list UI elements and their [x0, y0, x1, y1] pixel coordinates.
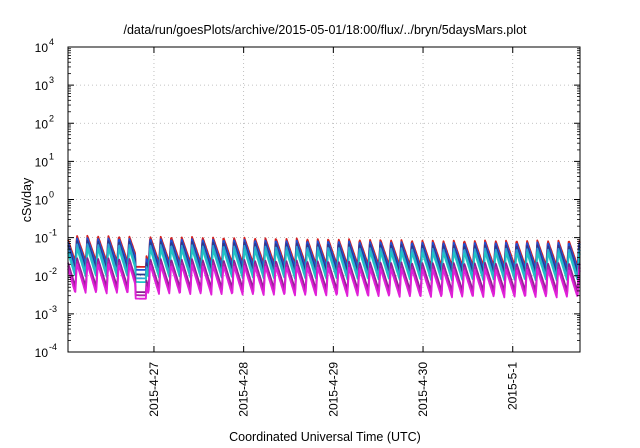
- x-tick-label: 2015-4-28: [237, 362, 251, 417]
- x-tick-label: 2015-5-1: [506, 362, 520, 410]
- grid: [68, 47, 580, 352]
- y-tick-exponent: -2: [49, 266, 57, 276]
- y-tick-label: 10: [35, 155, 49, 169]
- y-tick-label: 10: [35, 346, 49, 360]
- y-tick-label: 10: [35, 41, 49, 55]
- y-tick-label: 10: [35, 308, 49, 322]
- y-tick-exponent: -3: [49, 304, 57, 314]
- y-tick-label: 10: [35, 79, 49, 93]
- x-tick-label: 2015-4-30: [416, 362, 430, 417]
- chart-title: /data/run/goesPlots/archive/2015-05-01/1…: [123, 23, 527, 37]
- y-tick-label: 10: [35, 232, 49, 246]
- y-tick-exponent: 2: [49, 113, 54, 123]
- y-axis-label: cSv/day: [20, 177, 34, 222]
- y-tick-exponent: -4: [49, 342, 57, 352]
- y-tick-exponent: -1: [49, 228, 57, 238]
- y-tick-exponent: 4: [49, 37, 54, 47]
- y-tick-exponent: 3: [49, 75, 54, 85]
- x-tick-label: 2015-4-27: [147, 362, 161, 417]
- y-tick-label: 10: [35, 194, 49, 208]
- y-tick-label: 10: [35, 270, 49, 284]
- y-tick-exponent: 0: [49, 190, 54, 200]
- y-tick-exponent: 1: [49, 151, 54, 161]
- tick-marks: [68, 46, 580, 353]
- x-axis-label: Coordinated Universal Time (UTC): [229, 430, 421, 444]
- series-line-8: [67, 263, 581, 300]
- x-tick-label: 2015-4-29: [326, 362, 340, 417]
- x-tick-labels: 2015-4-27 2015-4-28 2015-4-29 2015-4-30 2015…: [147, 362, 520, 417]
- y-tick-label: 10: [35, 117, 49, 131]
- series-group: [67, 234, 581, 300]
